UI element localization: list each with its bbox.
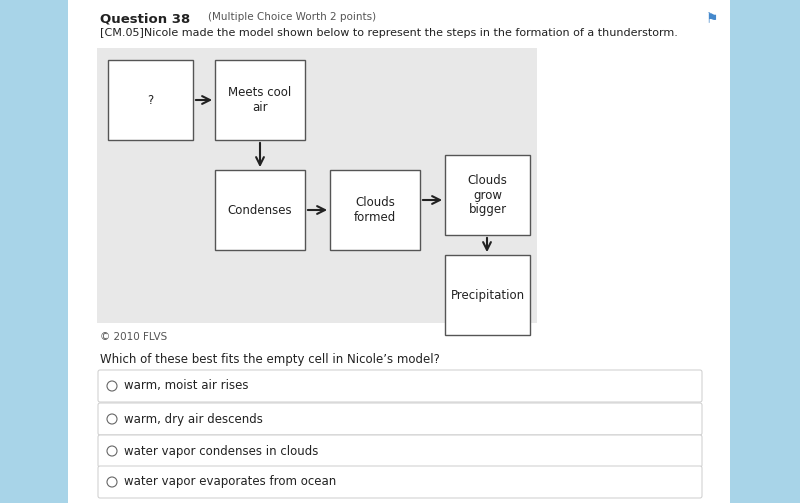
- Bar: [445, 255, 530, 335]
- FancyBboxPatch shape: [98, 403, 702, 435]
- Text: warm, moist air rises: warm, moist air rises: [124, 379, 249, 392]
- Bar: [445, 155, 530, 235]
- Bar: [97, 48, 537, 323]
- Text: Clouds
formed: Clouds formed: [354, 196, 396, 224]
- Text: water vapor condenses in clouds: water vapor condenses in clouds: [124, 445, 318, 458]
- FancyBboxPatch shape: [98, 466, 702, 498]
- Circle shape: [107, 477, 117, 487]
- Circle shape: [107, 446, 117, 456]
- Circle shape: [107, 414, 117, 424]
- Text: Precipitation: Precipitation: [450, 289, 525, 301]
- Bar: [108, 60, 193, 140]
- FancyBboxPatch shape: [98, 370, 702, 402]
- Text: [CM.05]Nicole made the model shown below to represent the steps in the formation: [CM.05]Nicole made the model shown below…: [100, 28, 678, 38]
- Text: water vapor evaporates from ocean: water vapor evaporates from ocean: [124, 475, 336, 488]
- Text: (Multiple Choice Worth 2 points): (Multiple Choice Worth 2 points): [208, 12, 376, 22]
- Circle shape: [107, 381, 117, 391]
- Bar: [215, 170, 305, 250]
- Text: Question 38: Question 38: [100, 12, 190, 25]
- Bar: [730, 0, 800, 503]
- Bar: [0, 0, 68, 503]
- Text: ?: ?: [147, 94, 154, 107]
- Text: © 2010 FLVS: © 2010 FLVS: [100, 332, 167, 342]
- Bar: [330, 170, 420, 250]
- FancyBboxPatch shape: [98, 435, 702, 467]
- Text: Which of these best fits the empty cell in Nicole’s model?: Which of these best fits the empty cell …: [100, 353, 440, 366]
- Bar: [215, 60, 305, 140]
- Text: Condenses: Condenses: [228, 204, 292, 216]
- Text: warm, dry air descends: warm, dry air descends: [124, 412, 263, 426]
- Text: Clouds
grow
bigger: Clouds grow bigger: [467, 174, 507, 216]
- Bar: [68, 0, 730, 503]
- Text: ⚑: ⚑: [706, 12, 718, 26]
- Text: Meets cool
air: Meets cool air: [228, 86, 292, 114]
